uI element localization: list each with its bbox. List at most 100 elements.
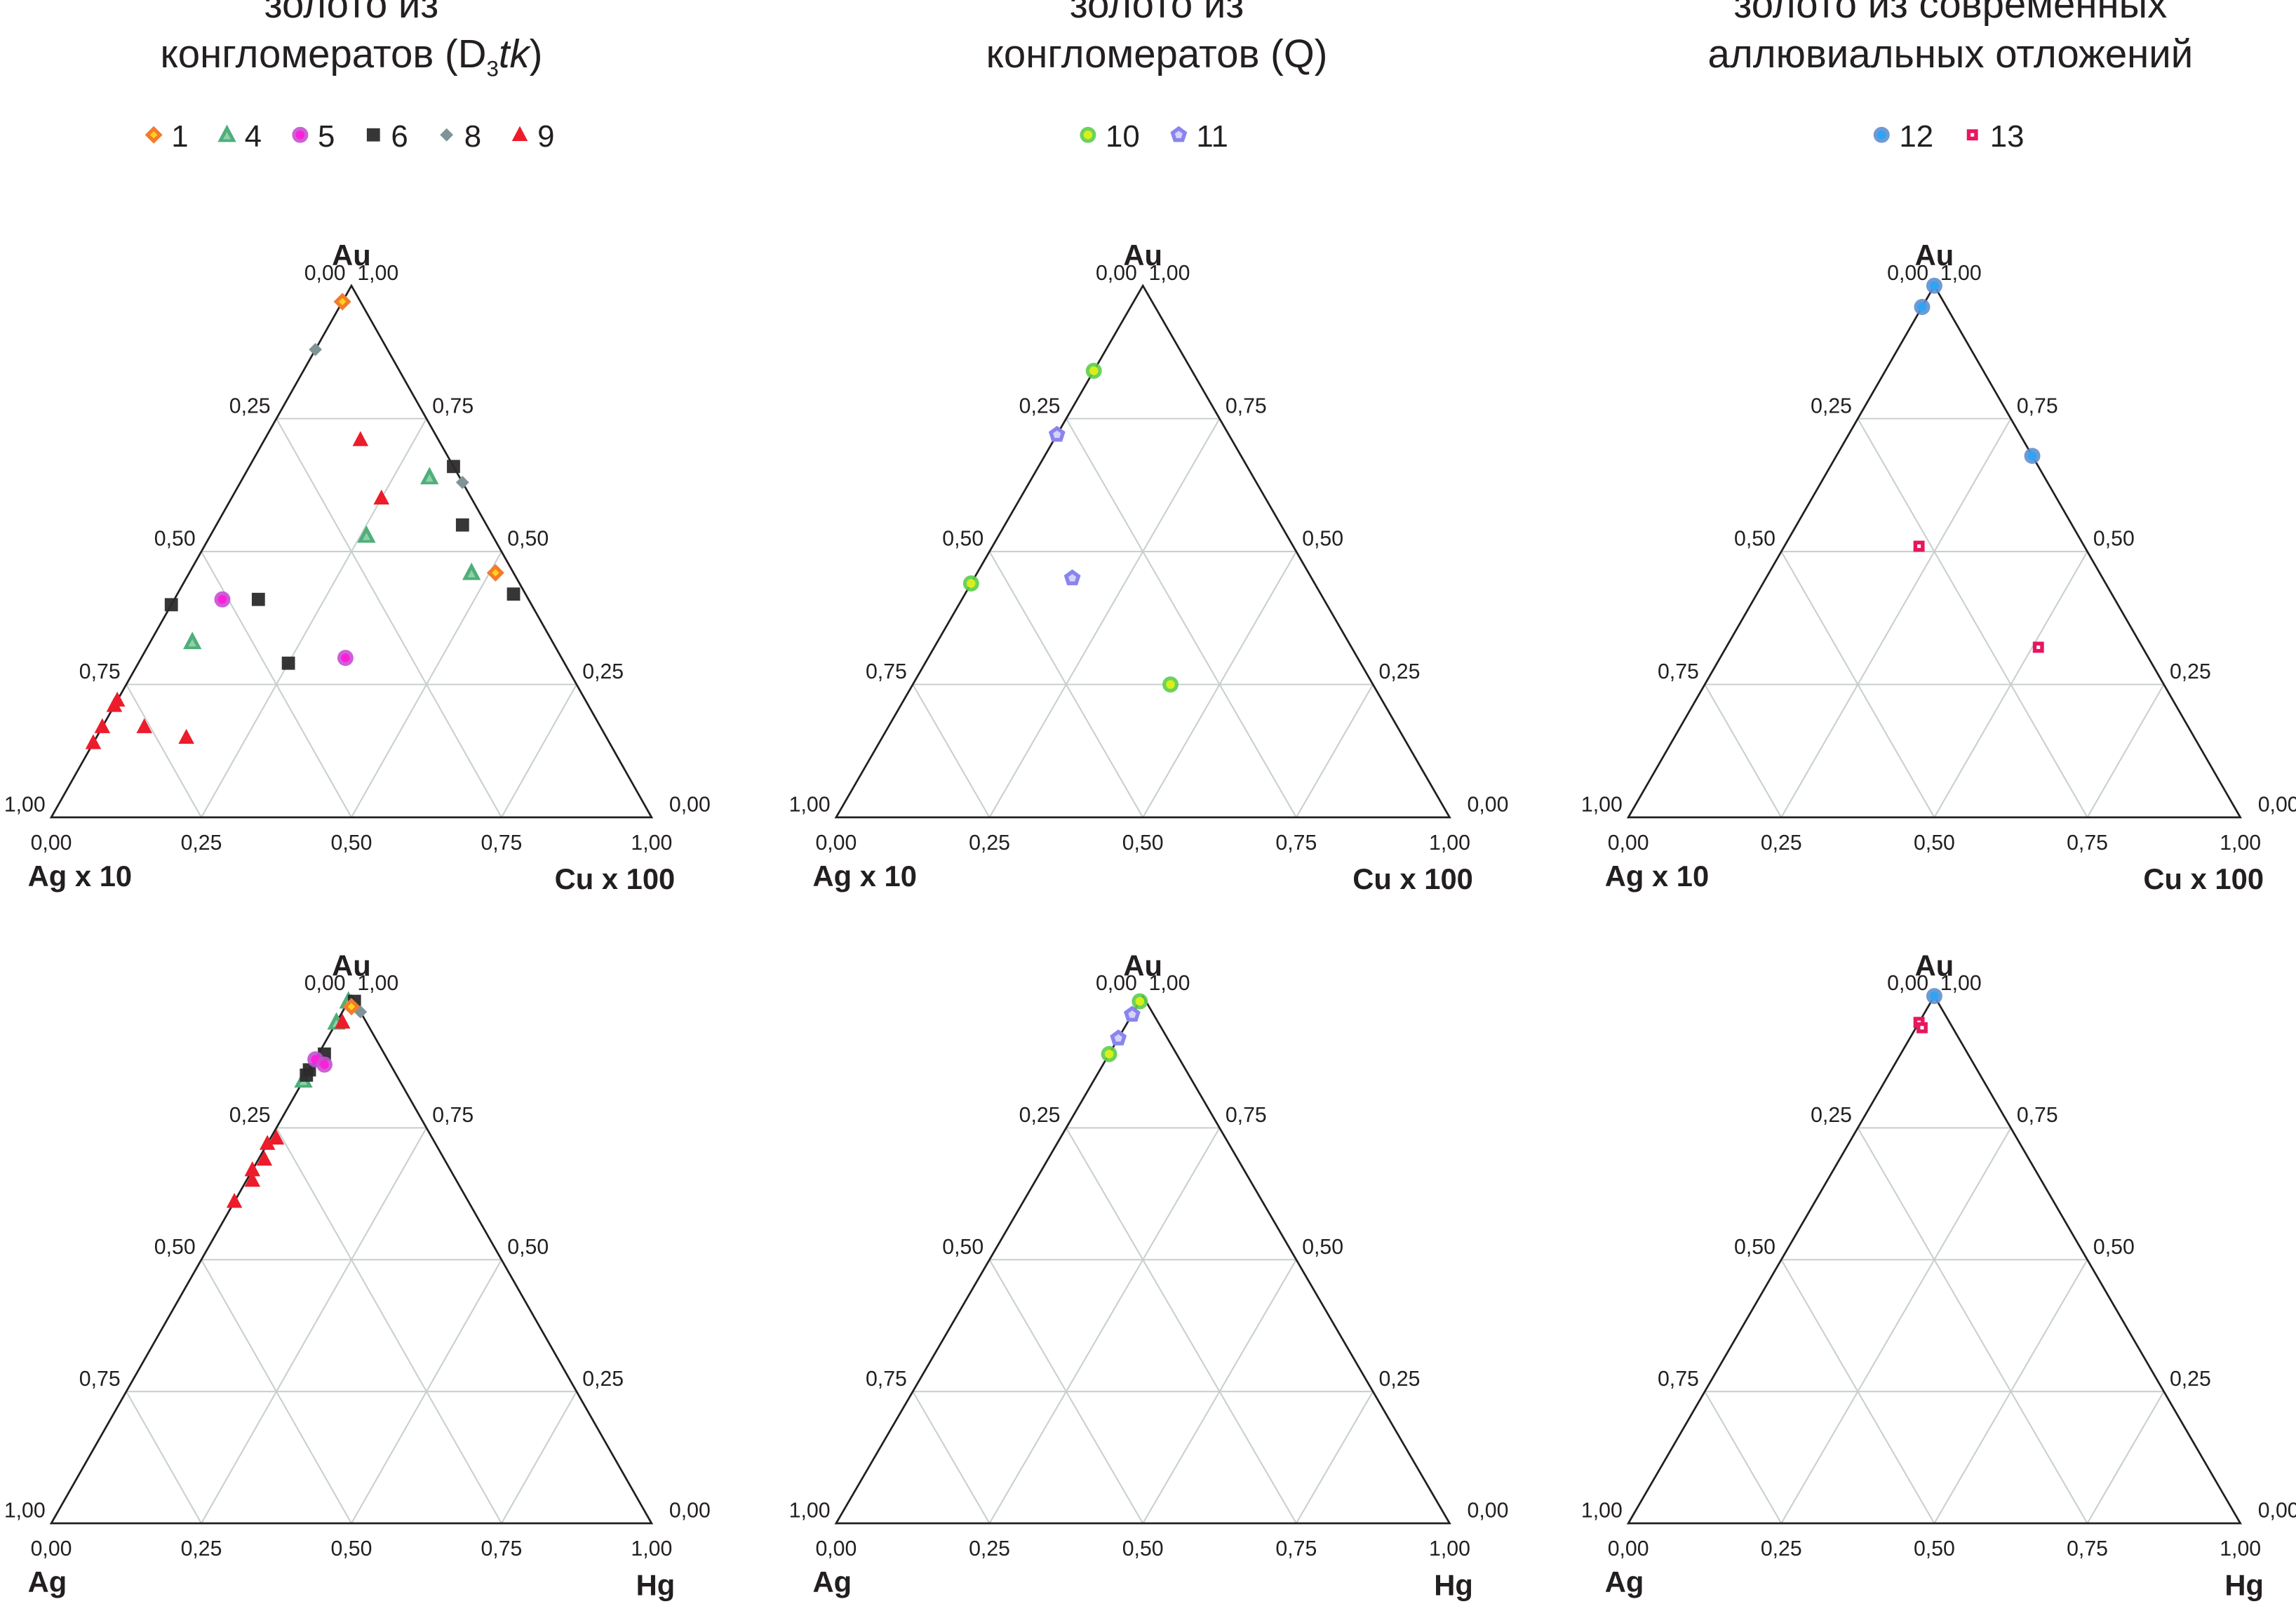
gridline	[1780, 551, 1935, 818]
right-tick-label: 0,00	[1468, 1499, 1509, 1523]
s12-circle-marker-center	[1930, 991, 1939, 1001]
s9-filled-triangle-marker	[244, 1172, 261, 1187]
s1-diamond-marker-center	[347, 1003, 356, 1010]
right-tick-label: 0,00	[2258, 794, 2296, 817]
left-tick-label: 0,00	[1096, 262, 1137, 285]
left-tick-label: 1,00	[789, 794, 831, 817]
left-tick-label: 0,75	[1658, 1368, 1699, 1391]
legend-label: 4	[245, 119, 262, 154]
axis-label-left: Ag x 10	[1605, 860, 1709, 893]
title-line-1: золото из современных	[1734, 0, 2168, 26]
s13-small-square-marker-center	[2036, 645, 2041, 649]
s12-circle-marker-center	[1917, 302, 1927, 312]
bottom-tick-label: 0,50	[331, 831, 372, 855]
s11-pentagon-marker-center	[1174, 131, 1183, 138]
left-tick-label: 0,00	[1096, 972, 1137, 995]
gridline	[351, 1259, 502, 1524]
bottom-tick-label: 1,00	[1429, 1537, 1470, 1560]
legend-item-11: 11	[1170, 119, 1228, 154]
gridline	[126, 683, 202, 818]
legend-item-6: 6	[366, 119, 408, 154]
s8-small-diamond-marker	[455, 476, 469, 489]
s5-circle-marker-center	[295, 130, 305, 140]
bottom-tick-label: 0,50	[1914, 831, 1955, 855]
triangle-frame	[49, 283, 654, 819]
s5-circle-marker-center	[341, 653, 350, 662]
s6-square-marker	[281, 656, 295, 670]
title-line-1: золото из	[264, 0, 438, 26]
axis-label-top: Au	[332, 239, 371, 272]
legend: 10 11	[1080, 119, 1228, 154]
s9-filled-triangle-marker	[259, 1135, 276, 1150]
gridline	[1065, 418, 1297, 818]
axis-label-top: Au	[1915, 239, 1954, 272]
ternary-plot-3: 0,00 1,00 0,00 0,25 0,75 0,25 0,50 0,50 0,50 0,75…	[1581, 239, 2296, 895]
title-text-end: )	[530, 32, 543, 76]
right-tick-label: 0,50	[507, 1236, 549, 1259]
axis-label-top: Au	[332, 949, 371, 982]
s9-filled-triangle-marker	[94, 718, 111, 733]
left-tick-label: 0,00	[304, 972, 346, 995]
legend: 12 13	[1873, 119, 2025, 154]
left-tick-label: 0,00	[1887, 262, 1928, 285]
s10-circle-marker-center	[1135, 996, 1145, 1006]
s4-triangle-marker-center	[467, 570, 476, 577]
left-tick-label: 0,50	[942, 528, 983, 551]
axis-label-left: Ag	[1605, 1565, 1644, 1598]
series-s10	[962, 362, 1179, 693]
title-line-2: конгломератов (Q)	[986, 32, 1328, 76]
s10-circle-marker-center	[1104, 1049, 1114, 1059]
s9-filled-triangle-marker	[268, 1129, 285, 1145]
bottom-tick-label: 0,00	[1608, 1537, 1649, 1560]
group-header: золото из конгломератов (Q)	[986, 0, 1328, 76]
legend-item-10: 10	[1080, 119, 1140, 154]
bottom-tick-label: 0,50	[331, 1537, 372, 1560]
s9-filled-triangle-marker	[178, 728, 194, 744]
left-tick-label: 0,00	[304, 262, 346, 285]
series-s6	[164, 460, 521, 670]
s13-small-square-marker-center	[1971, 133, 1975, 137]
left-tick-label: 0,25	[229, 1104, 271, 1127]
right-tick-label: 0,75	[432, 394, 474, 417]
left-tick-label: 0,75	[866, 660, 907, 683]
title-line-2: аллювиальных отложений	[1708, 32, 2194, 76]
title-text: конгломератов (Q)	[986, 32, 1328, 76]
bottom-tick-label: 0,50	[1122, 831, 1164, 855]
bottom-tick-label: 0,00	[1608, 831, 1649, 855]
left-tick-label: 0,50	[1734, 528, 1775, 551]
bottom-tick-label: 0,75	[1275, 831, 1317, 855]
left-tick-label: 1,00	[1581, 794, 1623, 817]
s9-filled-triangle-marker	[373, 489, 390, 505]
bottom-tick-label: 1,00	[2220, 831, 2261, 855]
s9-filled-triangle-marker	[256, 1151, 273, 1166]
gridline	[126, 1391, 202, 1524]
right-tick-label: 0,75	[1226, 394, 1267, 417]
left-tick-label: 0,00	[1887, 972, 1928, 995]
gridline	[988, 1127, 1221, 1524]
left-tick-label: 0,50	[154, 528, 196, 551]
gridline	[912, 683, 991, 818]
axis-label-right: Hg	[2224, 1568, 2264, 1601]
left-tick-label: 0,25	[1019, 1104, 1061, 1127]
gridline	[2086, 683, 2165, 818]
legend-item-4: 4	[217, 119, 262, 154]
legend-item-12: 12	[1873, 119, 1933, 154]
left-tick-label: 0,25	[229, 394, 271, 417]
right-tick-label: 1,00	[1940, 262, 1982, 285]
right-tick-label: 0,50	[1302, 528, 1343, 551]
s9-filled-triangle-marker	[136, 718, 152, 733]
left-tick-label: 0,75	[866, 1368, 907, 1391]
axis-label-right: Hg	[636, 1568, 676, 1601]
legend-label: 1	[171, 119, 188, 154]
right-tick-label: 0,50	[2093, 1236, 2135, 1259]
axis-label-left: Ag	[28, 1565, 67, 1598]
gridline	[501, 683, 577, 818]
right-tick-label: 0,25	[582, 660, 624, 683]
ternary-plot-6: 0,00 1,00 0,00 0,25 0,75 0,25 0,50 0,50 0,50 0,75…	[1581, 949, 2296, 1601]
right-tick-label: 0,00	[1468, 794, 1509, 817]
triangle-frame	[49, 994, 654, 1525]
bottom-tick-label: 0,75	[481, 831, 522, 855]
gridline	[351, 551, 502, 818]
series-s12	[1914, 277, 2041, 465]
s11-pentagon-marker-center	[1114, 1034, 1122, 1042]
